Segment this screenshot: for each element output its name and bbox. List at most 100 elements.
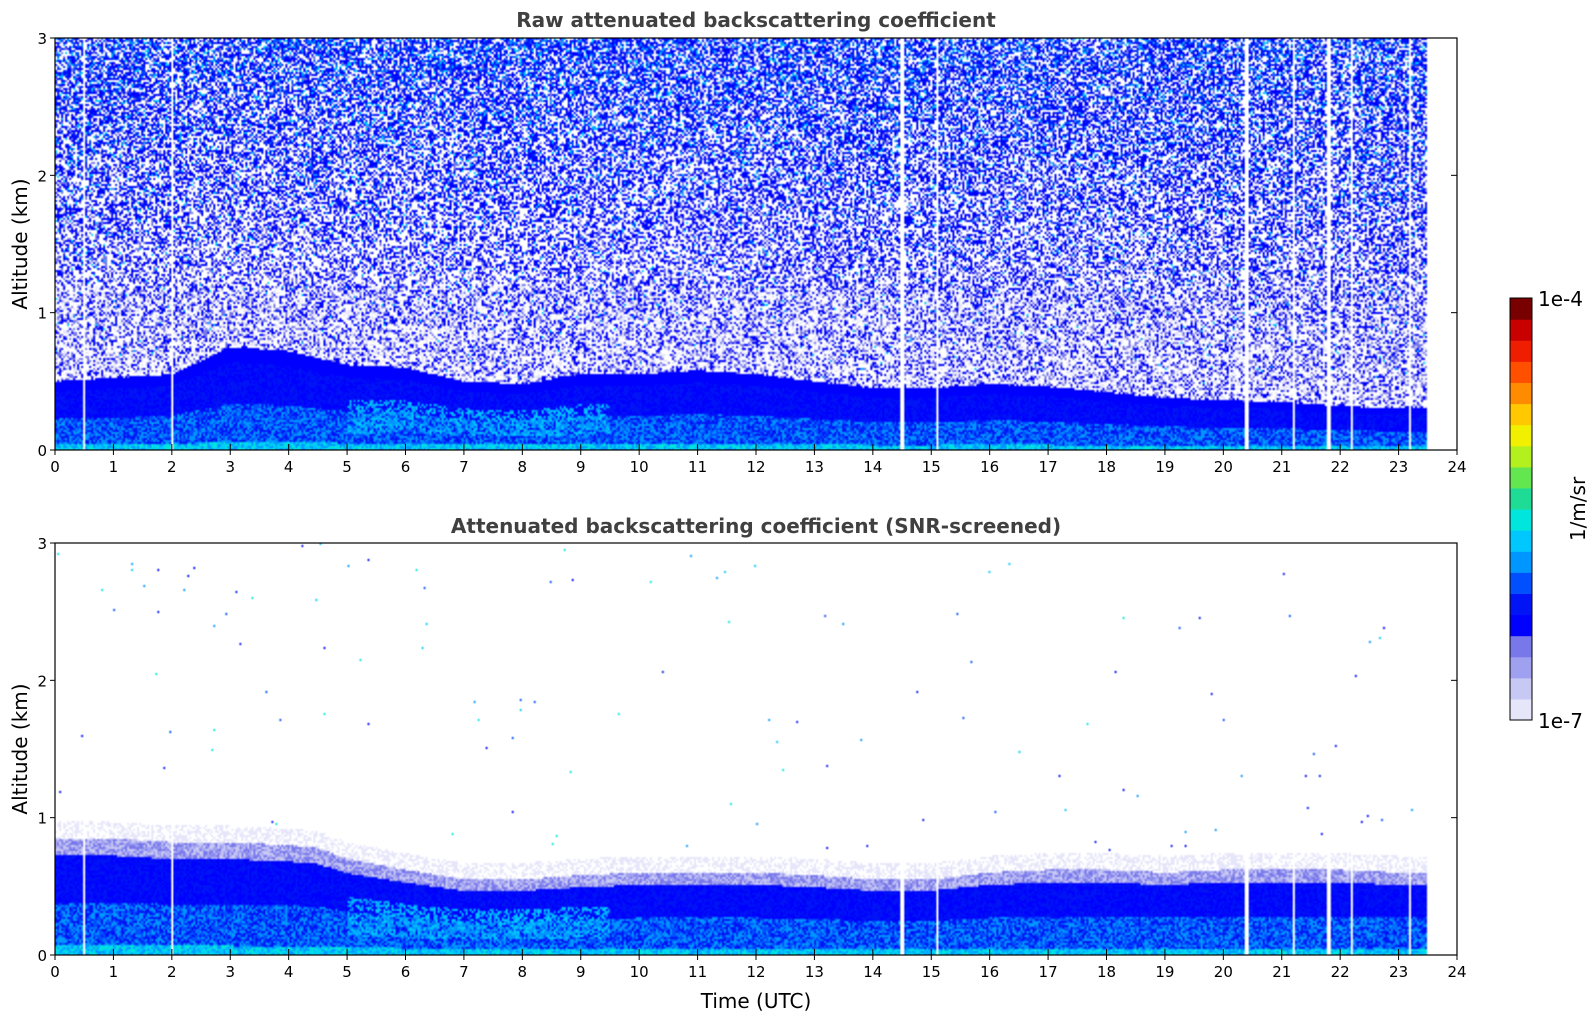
x-tick-label: 10 xyxy=(630,458,649,476)
x-tick-label: 24 xyxy=(1447,963,1466,981)
x-tick-label: 5 xyxy=(342,963,352,981)
x-tick-label: 14 xyxy=(863,963,882,981)
x-tick-label: 7 xyxy=(459,458,469,476)
y-tick-label: 1 xyxy=(37,810,47,828)
colorbar-segment xyxy=(1510,530,1532,552)
y-axis-label: Altitude (km) xyxy=(8,178,32,309)
chart-title: Attenuated backscattering coefficient (S… xyxy=(451,514,1061,538)
x-tick-label: 4 xyxy=(284,458,294,476)
colorbar-segment xyxy=(1510,340,1532,362)
colorbar-segment xyxy=(1510,445,1532,468)
x-axis: 0 1 2 3 4 5 6 7 8 9 10 11 12 13 14 15 16 17 18 19 20 21 22 23 24 xyxy=(50,949,1467,981)
colorbar-min-label: 1e-7 xyxy=(1538,709,1583,733)
x-tick-label: 19 xyxy=(1155,963,1174,981)
colorbar-segment xyxy=(1510,593,1532,616)
x-tick-label: 3 xyxy=(225,963,235,981)
x-tick-label: 15 xyxy=(922,963,941,981)
colorbar-segment xyxy=(1510,361,1532,383)
x-tick-label: 21 xyxy=(1272,963,1291,981)
x-tick-label: 0 xyxy=(50,963,60,981)
x-tick-label: 13 xyxy=(805,963,824,981)
y-axis-label: Altitude (km) xyxy=(8,683,32,814)
x-tick-label: 12 xyxy=(746,963,765,981)
panel-raw: Raw attenuated backscattering coefficien… xyxy=(8,8,1467,476)
heatmap-cells xyxy=(55,38,1457,450)
x-axis: 0 1 2 3 4 5 6 7 8 9 10 11 12 13 14 15 16 17 18 19 20 21 22 23 24 xyxy=(50,444,1467,476)
colorbar-segment xyxy=(1510,382,1532,405)
y-tick-label: 2 xyxy=(37,167,47,185)
y-tick-label: 1 xyxy=(37,305,47,323)
x-tick-label: 20 xyxy=(1214,963,1233,981)
x-axis-label: Time (UTC) xyxy=(700,989,812,1013)
x-tick-label: 17 xyxy=(1039,458,1058,476)
x-tick-label: 6 xyxy=(401,458,411,476)
colorbar-segment xyxy=(1510,614,1532,637)
colorbar-segment xyxy=(1510,466,1532,489)
x-tick-label: 22 xyxy=(1331,458,1350,476)
colorbar-segment xyxy=(1510,572,1532,594)
x-tick-label: 6 xyxy=(401,963,411,981)
x-tick-label: 1 xyxy=(109,458,119,476)
x-tick-label: 5 xyxy=(342,458,352,476)
x-tick-label: 21 xyxy=(1272,458,1291,476)
y-tick-label: 3 xyxy=(37,535,47,553)
x-tick-label: 18 xyxy=(1097,458,1116,476)
x-tick-label: 17 xyxy=(1039,963,1058,981)
colorbar-segment xyxy=(1510,656,1532,679)
colorbar-segment xyxy=(1510,424,1532,447)
colorbar-segment xyxy=(1510,677,1532,700)
colorbar-segment xyxy=(1510,403,1532,426)
x-tick-label: 22 xyxy=(1331,963,1350,981)
x-tick-label: 13 xyxy=(805,458,824,476)
colorbar: 1e-4 1e-7 1/m/sr xyxy=(1509,287,1590,733)
x-tick-label: 4 xyxy=(284,963,294,981)
x-tick-label: 20 xyxy=(1214,458,1233,476)
x-tick-label: 8 xyxy=(518,458,528,476)
y-tick-label: 0 xyxy=(37,442,47,460)
heatmap-raw xyxy=(55,38,1457,450)
y-axis: 0 1 2 3 xyxy=(37,535,1457,965)
chart-title: Raw attenuated backscattering coefficien… xyxy=(516,8,996,32)
x-tick-label: 9 xyxy=(576,963,586,981)
colorbar-segment xyxy=(1510,551,1532,573)
colorbar-segment xyxy=(1510,487,1532,510)
x-tick-label: 15 xyxy=(922,458,941,476)
colorbar-segment xyxy=(1510,509,1532,531)
colorbar-segment xyxy=(1510,635,1532,658)
colorbar-frame xyxy=(1509,297,1533,721)
colorbar-label: 1/m/sr xyxy=(1566,476,1590,541)
y-tick-label: 2 xyxy=(37,672,47,690)
x-tick-label: 10 xyxy=(630,963,649,981)
colorbar-segment xyxy=(1510,319,1532,341)
y-tick-label: 3 xyxy=(37,30,47,48)
x-tick-label: 16 xyxy=(980,963,999,981)
heatmap-cells xyxy=(55,543,1457,955)
y-tick-label: 0 xyxy=(37,947,47,965)
colorbar-max-label: 1e-4 xyxy=(1538,287,1583,311)
colorbar-segment xyxy=(1510,698,1532,721)
x-tick-label: 1 xyxy=(109,963,119,981)
colorbar-gradient xyxy=(1510,298,1532,721)
x-tick-label: 23 xyxy=(1389,458,1408,476)
y-axis: 0 1 2 3 xyxy=(37,30,1457,460)
x-tick-label: 2 xyxy=(167,458,177,476)
heatmap-snr-screened xyxy=(55,543,1457,955)
panel-snr-screened: Attenuated backscattering coefficient (S… xyxy=(8,514,1467,1013)
x-tick-label: 11 xyxy=(688,458,707,476)
x-tick-label: 9 xyxy=(576,458,586,476)
x-tick-label: 23 xyxy=(1389,963,1408,981)
x-tick-label: 14 xyxy=(863,458,882,476)
x-tick-label: 11 xyxy=(688,963,707,981)
x-tick-label: 24 xyxy=(1447,458,1466,476)
x-tick-label: 16 xyxy=(980,458,999,476)
x-tick-label: 0 xyxy=(50,458,60,476)
x-tick-label: 3 xyxy=(225,458,235,476)
x-tick-label: 8 xyxy=(518,963,528,981)
x-tick-label: 18 xyxy=(1097,963,1116,981)
x-tick-label: 12 xyxy=(746,458,765,476)
x-tick-label: 19 xyxy=(1155,458,1174,476)
x-tick-label: 2 xyxy=(167,963,177,981)
colorbar-segment xyxy=(1510,298,1532,320)
x-tick-label: 7 xyxy=(459,963,469,981)
